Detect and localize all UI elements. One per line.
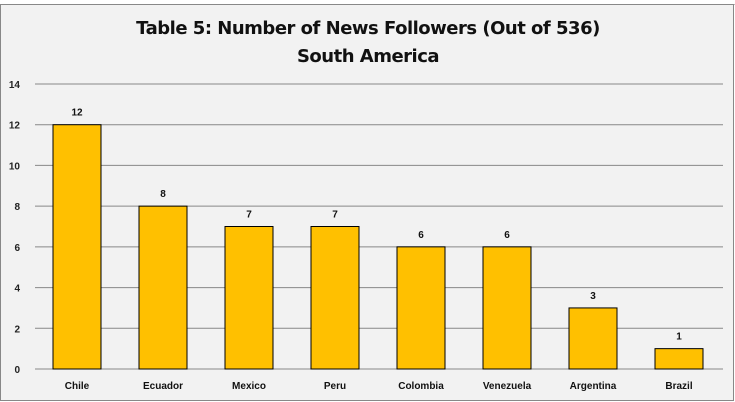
- data-label: 8: [160, 189, 166, 200]
- chart-title: Table 5: Number of News Followers (Out o…: [136, 18, 600, 39]
- x-tick-label: Mexico: [232, 381, 266, 392]
- x-tick-label: Venezuela: [483, 381, 532, 392]
- y-tick-label: 4: [14, 284, 20, 295]
- bar[interactable]: [138, 205, 188, 370]
- bar[interactable]: [52, 124, 102, 370]
- bar[interactable]: [568, 307, 618, 370]
- bar[interactable]: [224, 226, 274, 370]
- data-label: 7: [246, 210, 252, 221]
- data-label: 12: [71, 108, 83, 119]
- x-tick-label: Chile: [65, 381, 90, 392]
- data-label: 7: [332, 210, 338, 221]
- x-tick-label: Colombia: [398, 381, 444, 392]
- x-tick-label: Argentina: [570, 381, 617, 392]
- bar[interactable]: [310, 226, 360, 370]
- y-tick-label: 12: [9, 121, 21, 132]
- x-tick-label: Ecuador: [143, 381, 183, 392]
- y-tick-label: 2: [14, 324, 20, 335]
- chart-subtitle: South America: [297, 46, 439, 67]
- y-tick-label: 10: [9, 161, 21, 172]
- bar[interactable]: [396, 246, 446, 370]
- x-tick-label: Brazil: [665, 381, 692, 392]
- bar[interactable]: [654, 348, 704, 370]
- y-tick-label: 0: [14, 365, 20, 376]
- y-tick-label: 6: [14, 243, 20, 254]
- data-label: 6: [504, 230, 510, 241]
- data-label: 6: [418, 230, 424, 241]
- data-label: 3: [590, 291, 596, 302]
- bar[interactable]: [482, 246, 532, 370]
- data-label: 1: [676, 332, 682, 343]
- y-tick-label: 14: [9, 80, 21, 91]
- x-tick-label: Peru: [324, 381, 346, 392]
- y-tick-label: 8: [14, 202, 20, 213]
